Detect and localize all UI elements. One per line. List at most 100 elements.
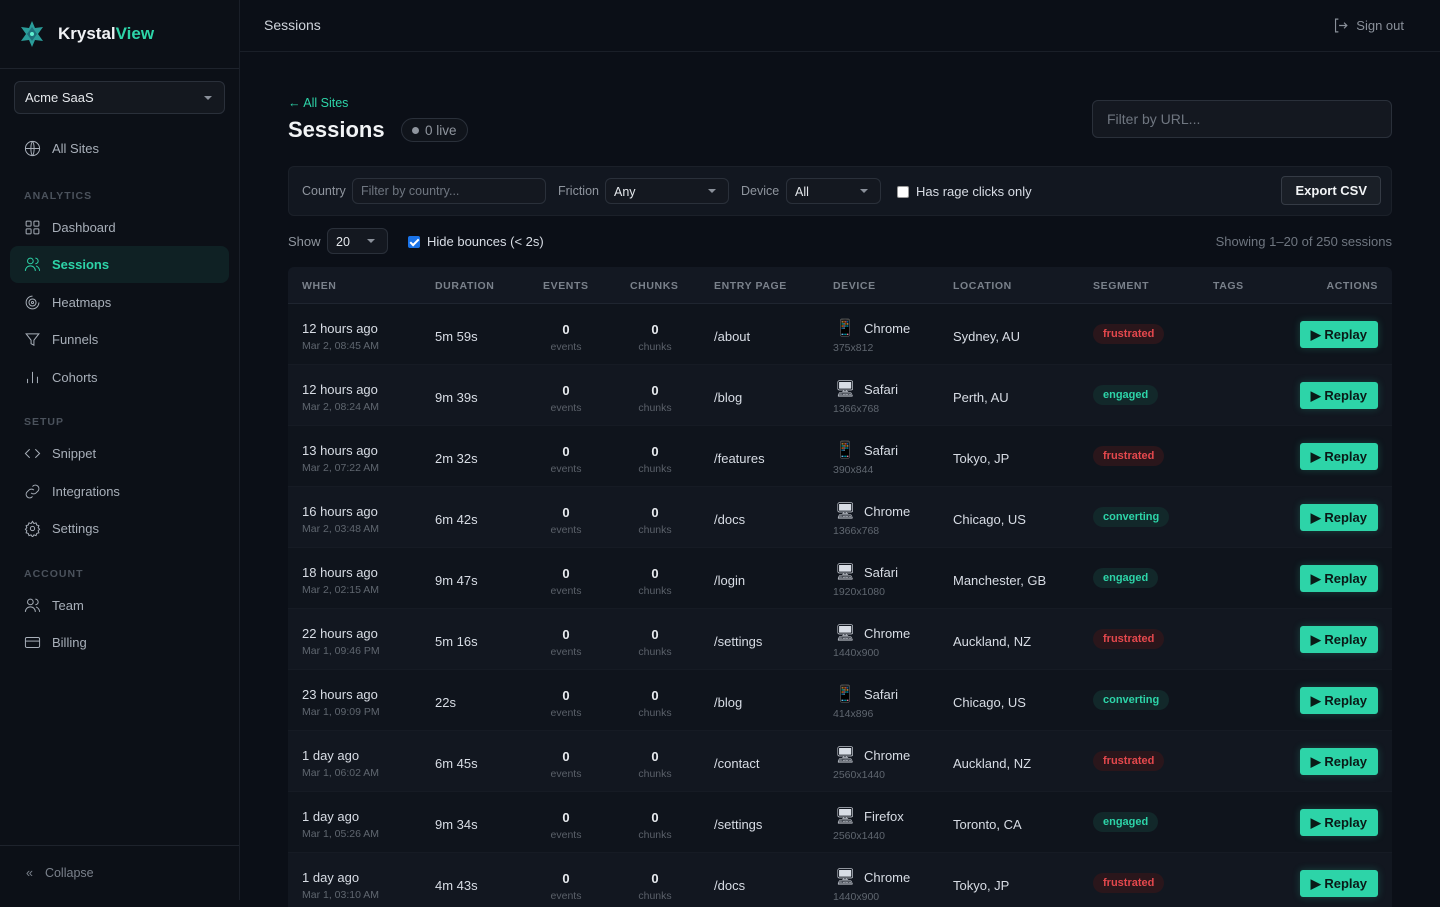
chunk-count: 0: [651, 444, 659, 459]
column-header-segment[interactable]: SEGMENT: [1093, 280, 1150, 292]
replay-button[interactable]: ▶ Replay: [1299, 687, 1378, 714]
sign-out-icon: [1335, 18, 1348, 33]
screen-resolution: 1440x900: [833, 891, 880, 903]
session-duration: 6m 42s: [435, 512, 478, 527]
screen-resolution: 1366x768: [833, 403, 880, 415]
event-unit: events: [550, 524, 582, 536]
session-duration: 4m 43s: [435, 878, 478, 893]
sidebar-item-settings[interactable]: Settings: [10, 510, 229, 547]
country-filter-input[interactable]: [352, 178, 546, 204]
sidebar-item-team[interactable]: Team: [10, 587, 229, 624]
sidebar-item-snippet[interactable]: Snippet: [10, 435, 229, 472]
session-date: Mar 2, 02:15 AM: [302, 584, 380, 596]
segment-badge: frustrated: [1093, 446, 1165, 466]
screen-resolution: 2560x1440: [833, 830, 885, 842]
screen-resolution: 2560x1440: [833, 769, 885, 781]
table-row[interactable]: 18 hours ago Mar 2, 02:15 AM 9m 47s 0 events…: [288, 548, 1392, 609]
site-selector[interactable]: Acme SaaS: [14, 81, 225, 114]
sidebar-item-label: All Sites: [52, 141, 99, 156]
table-row[interactable]: 23 hours ago Mar 1, 09:09 PM 22s 0 events 0 ch…: [288, 670, 1392, 731]
table-row[interactable]: 12 hours ago Mar 2, 08:24 AM 9m 39s 0 events…: [288, 365, 1392, 426]
chunk-unit: chunks: [638, 646, 672, 658]
brand-logo[interactable]: KrystalView: [0, 0, 239, 69]
sidebar-item-dashboard[interactable]: Dashboard: [10, 209, 229, 246]
table-row[interactable]: 1 day ago Mar 1, 05:26 AM 9m 34s 0 events 0 ch…: [288, 792, 1392, 853]
column-header-location[interactable]: LOCATION: [953, 280, 1012, 292]
rage-clicks-checkbox[interactable]: Has rage clicks only: [897, 184, 1032, 199]
table-row[interactable]: 1 day ago Mar 1, 06:02 AM 6m 45s 0 events 0 ch…: [288, 731, 1392, 792]
sidebar-item-billing[interactable]: Billing: [10, 624, 229, 661]
replay-button[interactable]: ▶ Replay: [1299, 443, 1378, 470]
device-select[interactable]: All: [786, 178, 881, 204]
chunk-count: 0: [651, 322, 659, 337]
table-row[interactable]: 22 hours ago Mar 1, 09:46 PM 5m 16s 0 events…: [288, 609, 1392, 670]
column-header-events[interactable]: EVENTS: [543, 280, 589, 292]
page-title: Sessions: [288, 117, 385, 142]
column-header-chunks[interactable]: CHUNKS: [630, 280, 679, 292]
replay-button[interactable]: ▶ Replay: [1299, 321, 1378, 348]
column-header-entry-page[interactable]: ENTRY PAGE: [714, 280, 787, 292]
desktop-monitor-icon: 🖥: [835, 869, 856, 886]
column-header-when[interactable]: WHEN: [302, 280, 337, 292]
session-duration: 22s: [435, 695, 456, 710]
replay-button[interactable]: ▶ Replay: [1299, 626, 1378, 653]
checkbox-icon[interactable]: [897, 185, 909, 198]
screen-resolution: 414x896: [833, 708, 874, 720]
back-to-all-sites-link[interactable]: ← All Sites: [288, 96, 349, 110]
session-duration: 6m 45s: [435, 756, 478, 771]
entry-page: /settings: [714, 634, 763, 649]
entry-page: /docs: [714, 878, 746, 893]
column-header-duration[interactable]: DURATION: [435, 280, 495, 292]
filter-icon: [25, 333, 40, 346]
sidebar-item-cohorts[interactable]: Cohorts: [10, 359, 229, 396]
sidebar-item-label: Cohorts: [52, 370, 98, 385]
desktop-monitor-icon: 🖥: [835, 747, 856, 764]
replay-button[interactable]: ▶ Replay: [1299, 565, 1378, 592]
chunk-unit: chunks: [638, 463, 672, 475]
chunk-unit: chunks: [638, 524, 672, 536]
browser-name: Chrome: [864, 748, 911, 763]
collapse-button[interactable]: « Collapse: [0, 845, 239, 900]
session-date: Mar 1, 09:46 PM: [302, 645, 380, 657]
location: Auckland, NZ: [953, 634, 1032, 649]
url-filter-input[interactable]: [1092, 100, 1392, 138]
chunk-count: 0: [651, 505, 659, 520]
credit-card-icon: [24, 637, 41, 648]
sidebar-item-heatmaps[interactable]: Heatmaps: [10, 284, 229, 321]
sign-out-button[interactable]: Sign out: [1332, 17, 1404, 34]
collapse-label: Collapse: [44, 866, 94, 880]
column-header-device[interactable]: DEVICE: [833, 280, 876, 292]
page-size-select[interactable]: 20: [327, 228, 388, 254]
table-row[interactable]: 13 hours ago Mar 2, 07:22 AM 2m 32s 0 events…: [288, 426, 1392, 487]
session-duration: 9m 47s: [435, 573, 478, 588]
table-row[interactable]: 1 day ago Mar 1, 03:10 AM 4m 43s 0 events 0 ch…: [288, 853, 1392, 907]
replay-button[interactable]: ▶ Replay: [1299, 504, 1378, 531]
sidebar-item-funnels[interactable]: Funnels: [10, 321, 229, 358]
checkbox-checked-icon[interactable]: [408, 235, 420, 248]
topbar: Sessions Sign out: [240, 0, 1440, 52]
sidebar-item-label: Dashboard: [52, 220, 116, 235]
chunk-unit: chunks: [638, 768, 672, 780]
session-date: Mar 2, 08:45 AM: [302, 340, 380, 352]
country-label: Country: [302, 184, 346, 198]
replay-button[interactable]: ▶ Replay: [1299, 748, 1378, 775]
replay-button[interactable]: ▶ Replay: [1299, 809, 1378, 836]
hide-bounces-checkbox[interactable]: Hide bounces (< 2s): [408, 234, 544, 249]
sidebar-item-sessions[interactable]: Sessions: [10, 246, 229, 283]
export-csv-button[interactable]: Export CSV: [1281, 176, 1381, 205]
friction-select[interactable]: Any: [605, 178, 729, 204]
sidebar-item-integrations[interactable]: Integrations: [10, 473, 229, 510]
live-dot-icon: [412, 126, 419, 134]
sidebar-item-all-sites[interactable]: All Sites: [10, 130, 229, 167]
table-row[interactable]: 16 hours ago Mar 2, 03:48 AM 6m 42s 0 events…: [288, 487, 1392, 548]
location: Toronto, CA: [953, 817, 1022, 832]
replay-button[interactable]: ▶ Replay: [1299, 382, 1378, 409]
table-row[interactable]: 12 hours ago Mar 2, 08:45 AM 5m 59s 0 events…: [288, 304, 1392, 365]
session-duration: 2m 32s: [435, 451, 478, 466]
chevron-down-icon: [367, 239, 375, 243]
section-account: ACCOUNT: [24, 568, 84, 580]
chevron-down-icon: [860, 189, 868, 193]
chunk-count: 0: [651, 566, 659, 581]
replay-button[interactable]: ▶ Replay: [1299, 870, 1378, 897]
event-count: 0: [562, 505, 570, 520]
